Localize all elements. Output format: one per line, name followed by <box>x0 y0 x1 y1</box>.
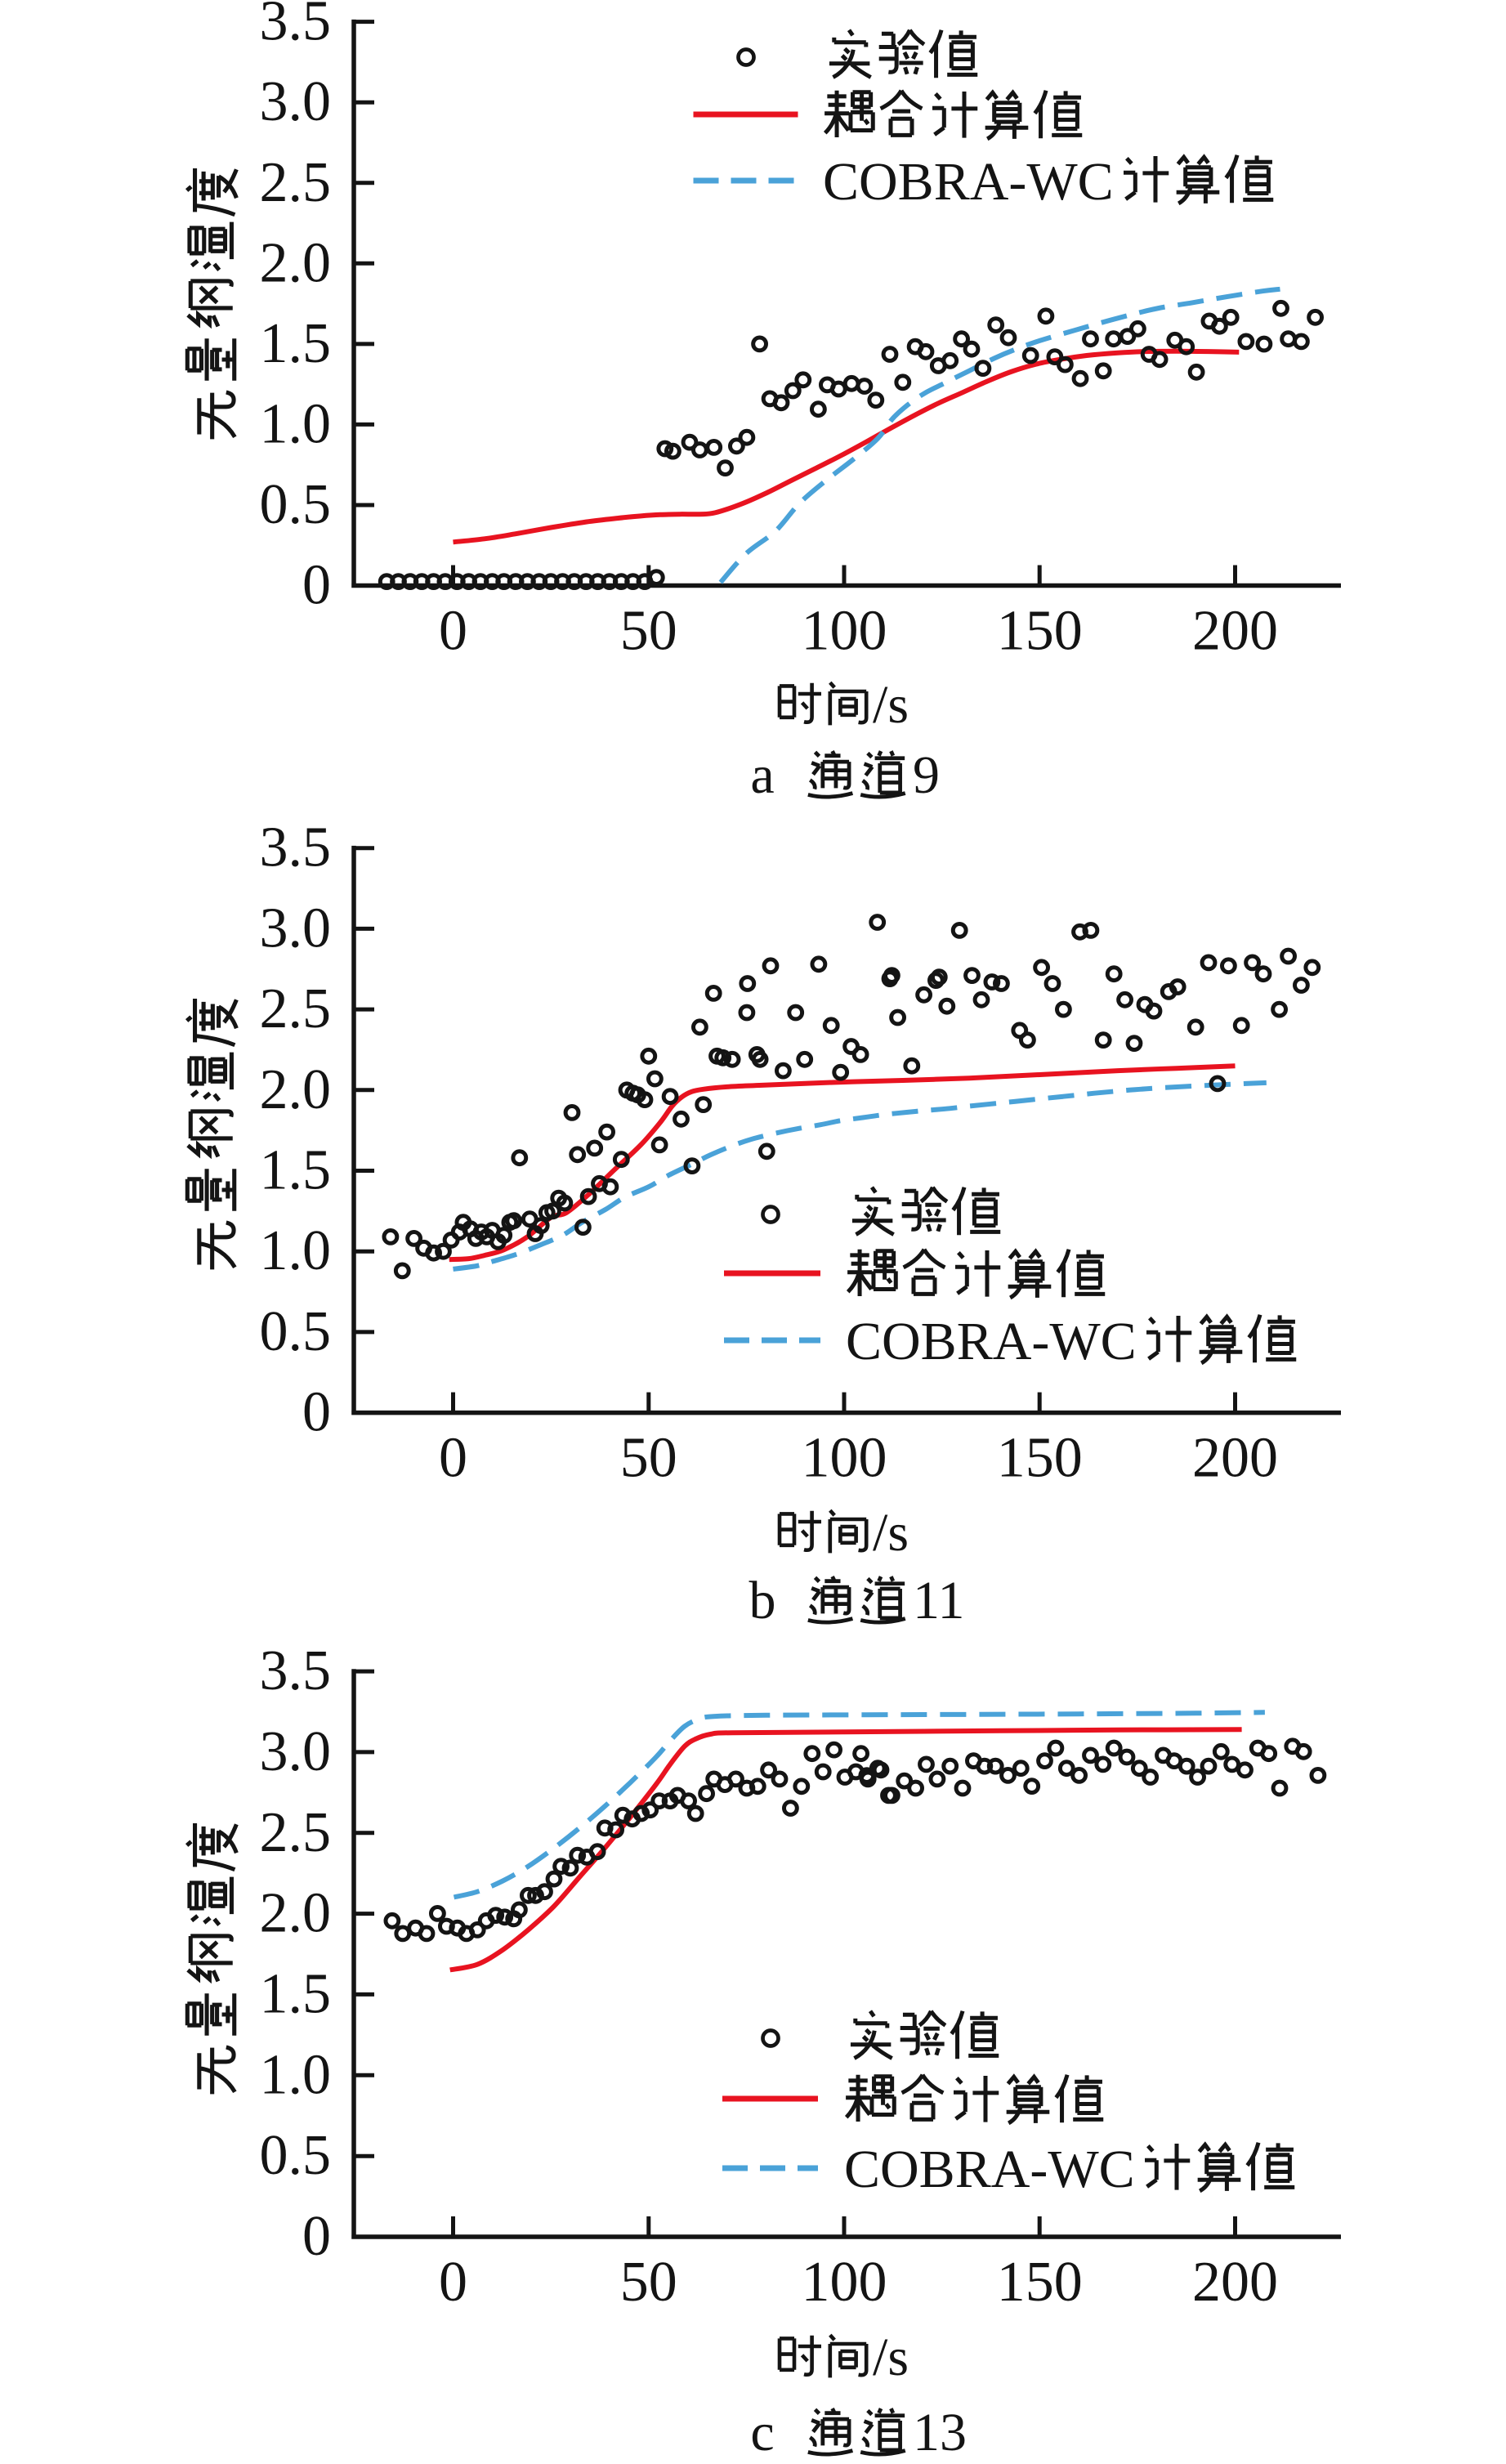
svg-text:2.0: 2.0 <box>260 1058 332 1121</box>
svg-text:1.0: 1.0 <box>260 392 332 455</box>
svg-text:50: 50 <box>620 600 677 663</box>
svg-text:0: 0 <box>302 554 331 617</box>
svg-text:11: 11 <box>913 1571 965 1630</box>
svg-text:150: 150 <box>997 1427 1083 1490</box>
svg-text:/s: /s <box>873 675 909 735</box>
svg-text:0: 0 <box>439 600 467 663</box>
svg-text:50: 50 <box>620 1427 677 1490</box>
svg-text:3.0: 3.0 <box>260 897 332 959</box>
svg-text:0: 0 <box>439 2251 467 2314</box>
svg-text:/s: /s <box>873 1503 909 1563</box>
svg-text:a: a <box>750 745 774 805</box>
svg-text:0.5: 0.5 <box>260 473 332 536</box>
svg-text:0: 0 <box>302 2205 331 2268</box>
svg-text:0: 0 <box>439 1427 467 1490</box>
svg-text:150: 150 <box>997 600 1083 663</box>
svg-text:0.5: 0.5 <box>260 2124 332 2187</box>
svg-text:c: c <box>750 2403 774 2462</box>
svg-text:9: 9 <box>913 745 940 805</box>
svg-text:1.0: 1.0 <box>260 2043 332 2106</box>
svg-text:200: 200 <box>1192 1427 1278 1490</box>
svg-text:1.0: 1.0 <box>260 1219 332 1282</box>
svg-text:1.5: 1.5 <box>260 1139 332 1202</box>
svg-text:100: 100 <box>802 600 887 663</box>
svg-text:3.0: 3.0 <box>260 1720 332 1783</box>
svg-text:200: 200 <box>1192 600 1278 663</box>
svg-text:/s: /s <box>873 2328 909 2387</box>
svg-text:100: 100 <box>802 2251 887 2314</box>
svg-text:3.0: 3.0 <box>260 70 332 133</box>
svg-text:b: b <box>749 1571 776 1630</box>
svg-text:150: 150 <box>997 2251 1083 2314</box>
svg-text:2.5: 2.5 <box>260 151 332 214</box>
svg-text:200: 200 <box>1192 2251 1278 2314</box>
svg-text:50: 50 <box>620 2251 677 2314</box>
svg-text:COBRA-WC: COBRA-WC <box>844 2140 1135 2199</box>
svg-text:2.0: 2.0 <box>260 1882 332 1945</box>
svg-text:2.0: 2.0 <box>260 231 332 294</box>
svg-text:1.5: 1.5 <box>260 1962 332 2025</box>
svg-text:COBRA-WC: COBRA-WC <box>823 152 1114 212</box>
svg-text:13: 13 <box>913 2403 967 2462</box>
svg-text:1.5: 1.5 <box>260 312 332 375</box>
svg-text:3.5: 3.5 <box>260 816 332 879</box>
svg-text:0: 0 <box>302 1381 331 1444</box>
svg-text:2.5: 2.5 <box>260 1801 332 1864</box>
svg-text:3.5: 3.5 <box>260 0 332 53</box>
svg-text:3.5: 3.5 <box>260 1639 332 1702</box>
svg-text:100: 100 <box>802 1427 887 1490</box>
svg-text:2.5: 2.5 <box>260 977 332 1040</box>
svg-text:0.5: 0.5 <box>260 1300 332 1363</box>
svg-text:COBRA-WC: COBRA-WC <box>846 1312 1137 1371</box>
